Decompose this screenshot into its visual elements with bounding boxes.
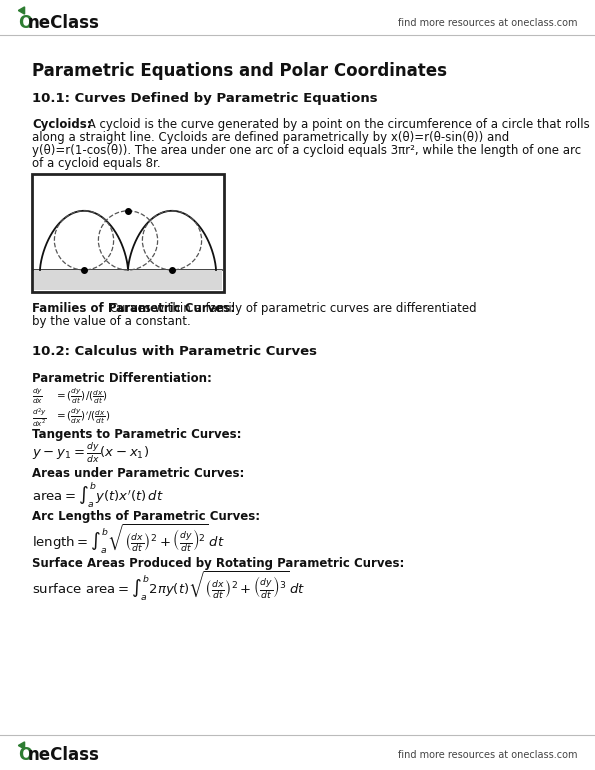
Text: find more resources at oneclass.com: find more resources at oneclass.com bbox=[397, 750, 577, 760]
Text: O: O bbox=[18, 746, 32, 764]
Text: neClass: neClass bbox=[28, 14, 100, 32]
Text: Areas under Parametric Curves:: Areas under Parametric Curves: bbox=[32, 467, 245, 480]
Text: Arc Lengths of Parametric Curves:: Arc Lengths of Parametric Curves: bbox=[32, 510, 260, 523]
Text: $\mathrm{surface\ area} = \int_a^b 2\pi y(t)\sqrt{\left(\frac{dx}{dt}\right)^2 +: $\mathrm{surface\ area} = \int_a^b 2\pi … bbox=[32, 570, 305, 603]
Text: neClass: neClass bbox=[28, 746, 100, 764]
Text: $= (\frac{dy}{dx})'/(\frac{dx}{dt})$: $= (\frac{dy}{dx})'/(\frac{dx}{dt})$ bbox=[54, 406, 110, 426]
Text: $\mathrm{area} = \int_a^b y(t)x'(t)\,dt$: $\mathrm{area} = \int_a^b y(t)x'(t)\,dt$ bbox=[32, 480, 164, 509]
Text: 10.1: Curves Defined by Parametric Equations: 10.1: Curves Defined by Parametric Equat… bbox=[32, 92, 378, 105]
Text: Families of Parametric Curves:: Families of Parametric Curves: bbox=[32, 302, 235, 315]
Text: Parametric Equations and Polar Coordinates: Parametric Equations and Polar Coordinat… bbox=[32, 62, 447, 80]
Text: Parametric Differentiation:: Parametric Differentiation: bbox=[32, 372, 212, 385]
Text: Cycloids:: Cycloids: bbox=[32, 118, 92, 131]
Text: by the value of a constant.: by the value of a constant. bbox=[32, 315, 191, 328]
Text: along a straight line. Cycloids are defined parametrically by x(θ)=r(θ-sin(θ)) a: along a straight line. Cycloids are defi… bbox=[32, 131, 509, 144]
Text: of a cycloid equals 8r.: of a cycloid equals 8r. bbox=[32, 157, 161, 170]
Text: O: O bbox=[18, 14, 32, 32]
Text: find more resources at oneclass.com: find more resources at oneclass.com bbox=[397, 18, 577, 28]
Text: $\frac{d^2y}{dx^2}$: $\frac{d^2y}{dx^2}$ bbox=[32, 406, 47, 429]
Text: Curves within a family of parametric curves are differentiated: Curves within a family of parametric cur… bbox=[106, 302, 477, 315]
Text: $\frac{dy}{dx}$: $\frac{dy}{dx}$ bbox=[32, 386, 43, 406]
Text: $= (\frac{dy}{dt})/(\frac{dx}{dt})$: $= (\frac{dy}{dt})/(\frac{dx}{dt})$ bbox=[54, 386, 108, 406]
Text: Surface Areas Produced by Rotating Parametric Curves:: Surface Areas Produced by Rotating Param… bbox=[32, 557, 405, 570]
Text: y(θ)=r(1-cos(θ)). The area under one arc of a cycloid equals 3πr², while the len: y(θ)=r(1-cos(θ)). The area under one arc… bbox=[32, 144, 581, 157]
Text: $y - y_1 = \frac{dy}{dx}(x - x_1)$: $y - y_1 = \frac{dy}{dx}(x - x_1)$ bbox=[32, 441, 149, 465]
Bar bbox=[32, 174, 224, 292]
Bar bbox=[34, 270, 222, 290]
Text: A cycloid is the curve generated by a point on the circumference of a circle tha: A cycloid is the curve generated by a po… bbox=[84, 118, 590, 131]
Text: Tangents to Parametric Curves:: Tangents to Parametric Curves: bbox=[32, 428, 242, 441]
Text: $\mathrm{length} = \int_a^b \sqrt{\left(\frac{dx}{dt}\right)^2 + \left(\frac{dy}: $\mathrm{length} = \int_a^b \sqrt{\left(… bbox=[32, 523, 225, 556]
Text: 10.2: Calculus with Parametric Curves: 10.2: Calculus with Parametric Curves bbox=[32, 345, 317, 358]
